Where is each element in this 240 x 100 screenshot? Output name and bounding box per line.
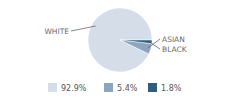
pie xyxy=(88,8,152,72)
slice-label: BLACK xyxy=(162,45,188,54)
leader-line xyxy=(148,39,160,48)
legend: 92.9% 5.4% 1.8% xyxy=(48,83,182,93)
legend-swatch xyxy=(48,83,57,92)
slice-label: WHITE xyxy=(44,27,69,36)
legend-swatch xyxy=(104,83,113,92)
leader-line xyxy=(71,26,96,31)
pie-slice xyxy=(120,40,152,44)
leader-line xyxy=(149,42,160,49)
pie-slice xyxy=(88,8,152,72)
slice-label: ASIAN xyxy=(162,35,185,44)
pie-slice xyxy=(120,40,152,54)
legend-label: 92.9% xyxy=(61,84,87,93)
legend-swatch xyxy=(148,83,157,92)
chart: WHITE ASIANBLACK 92.9% 5.4% 1.8% xyxy=(0,0,240,100)
legend-label: 1.8% xyxy=(161,84,182,93)
legend-label: 5.4% xyxy=(117,84,138,93)
